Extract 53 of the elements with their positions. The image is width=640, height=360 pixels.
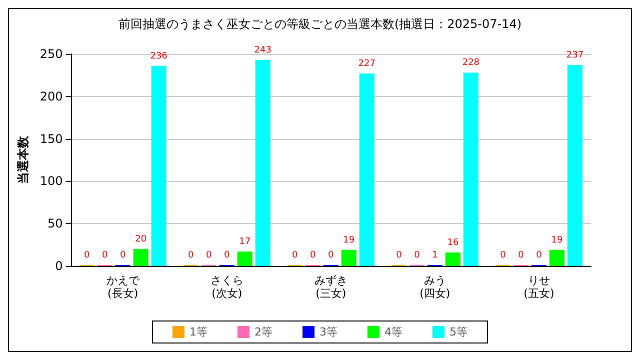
bar [359, 74, 374, 266]
bar [549, 250, 564, 266]
data-label: 17 [239, 237, 251, 248]
data-label: 0 [500, 250, 506, 260]
data-label: 227 [358, 59, 376, 70]
legend-label: 4等 [384, 326, 402, 338]
data-label: 0 [188, 250, 194, 260]
data-label: 236 [150, 51, 168, 62]
data-label: 0 [310, 250, 316, 260]
bar [151, 66, 166, 266]
legend-label: 5等 [450, 326, 468, 338]
bar [237, 252, 252, 266]
data-label: 0 [518, 250, 524, 260]
data-label: 20 [135, 234, 147, 245]
data-label: 0 [396, 250, 402, 260]
chart-title: 前回抽選のうまさく巫女ごとの等級ごとの当選本数(抽選日：2025-07-14) [118, 17, 522, 31]
x-tick-label: みう (四女) [420, 274, 450, 300]
x-tick-label: みずき (三女) [314, 274, 348, 300]
y-tick-label: 100 [40, 174, 63, 188]
bar [341, 250, 356, 266]
bar [445, 252, 460, 266]
data-label: 0 [292, 250, 298, 260]
data-label: 19 [343, 235, 355, 246]
bar [133, 249, 148, 266]
data-label: 0 [328, 250, 334, 260]
x-tick-label: かえで (長女) [106, 274, 140, 300]
data-label: 228 [462, 58, 480, 68]
data-label: 0 [414, 250, 420, 260]
data-label: 16 [447, 238, 459, 248]
data-label: 1 [432, 250, 438, 260]
data-label: 0 [120, 250, 126, 260]
y-axis-title: 当選本数 [16, 135, 30, 184]
data-label: 243 [254, 45, 272, 56]
y-tick-label: 50 [48, 216, 63, 231]
legend-label: 3等 [320, 326, 338, 338]
bar [567, 65, 582, 266]
data-label: 0 [102, 250, 108, 260]
bar [255, 60, 270, 266]
bar [463, 72, 478, 266]
data-label: 0 [84, 250, 90, 260]
y-tick-label: 250 [40, 47, 63, 61]
data-label: 19 [551, 235, 563, 246]
data-label: 0 [206, 250, 212, 260]
x-tick-label: さくら (次女) [210, 274, 244, 300]
legend-label: 1等 [190, 326, 208, 338]
data-label: 237 [566, 50, 584, 61]
y-tick-label: 150 [40, 132, 63, 146]
data-label: 0 [536, 250, 542, 260]
legend-label: 2等 [254, 326, 272, 338]
y-tick-label: 0 [55, 259, 63, 273]
y-tick-label: 200 [40, 89, 63, 104]
data-label: 0 [224, 250, 230, 260]
x-tick-label: りせ (五女) [524, 274, 554, 300]
